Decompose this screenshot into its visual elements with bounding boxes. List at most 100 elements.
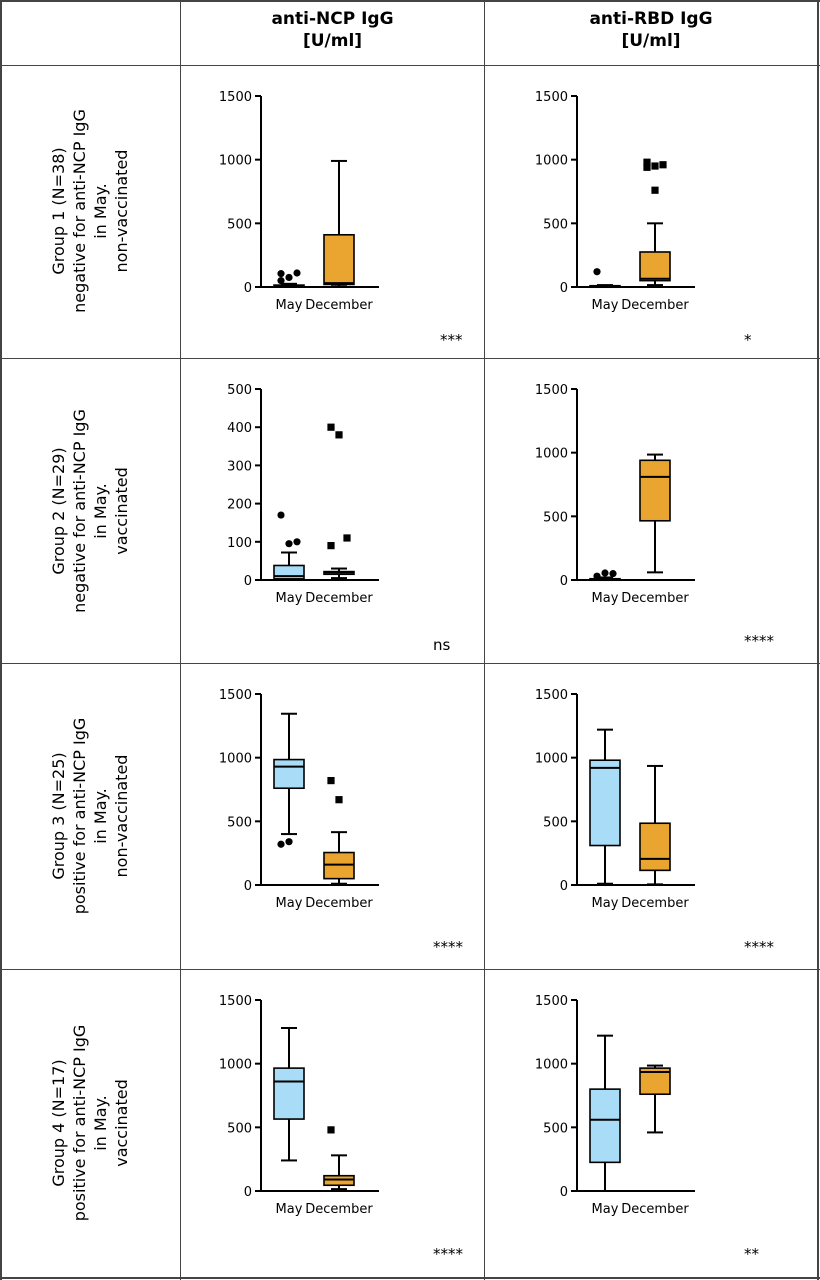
y-tick-label: 1000 <box>219 1058 252 1073</box>
outlier-point-december <box>327 423 335 431</box>
table-row-divider-3 <box>0 663 820 664</box>
row-label-group-4-name: Group 4 (N=17) <box>49 1059 68 1187</box>
y-tick-label: 0 <box>244 1185 252 1200</box>
row-label-group-1-status: negative for anti-NCP IgG <box>70 109 89 313</box>
x-tick-label-december: December <box>621 896 689 911</box>
y-tick-label: 0 <box>560 879 568 894</box>
y-tick-label: 1500 <box>219 90 252 105</box>
box-may <box>589 1088 621 1164</box>
outlier-point-december <box>643 163 651 171</box>
boxplot-group-4-rbd: 0 500 1000 1500 May December <box>535 994 695 1217</box>
y-tick-label: 500 <box>227 217 252 232</box>
outlier-point-december <box>343 534 351 542</box>
outlier-point-may <box>293 538 301 546</box>
y-tick-label: 500 <box>543 217 568 232</box>
y-tick-label: 300 <box>227 459 252 474</box>
y-tick-label: 0 <box>244 574 252 589</box>
y-tick-label: 0 <box>560 281 568 296</box>
row-label-group-3-vaccination: non-vaccinated <box>112 754 131 878</box>
row-label-group-2-when: in May. <box>91 483 110 539</box>
row-label-group-2-vaccination: vaccinated <box>112 467 131 555</box>
row-label-group-4-when: in May. <box>91 1095 110 1151</box>
y-tick-label: 1500 <box>219 688 252 703</box>
outlier-point-may <box>601 569 609 577</box>
outlier-point-may <box>593 572 601 580</box>
x-tick-label-may: May <box>276 591 303 606</box>
x-tick-label-may: May <box>276 896 303 911</box>
y-tick-label: 1000 <box>535 752 568 767</box>
x-tick-label-december: December <box>305 1202 373 1217</box>
x-tick-label-may: May <box>592 1202 619 1217</box>
outlier-point-may <box>293 269 301 277</box>
box-may <box>273 758 305 790</box>
boxplot-group-2-ncp: 0 100 200 300 400 500 May December <box>227 383 379 606</box>
outlier-point-december <box>327 1126 335 1134</box>
row-label-group-1-when: in May. <box>91 183 110 239</box>
row-label-group-4-vaccination: vaccinated <box>112 1079 131 1167</box>
box-december <box>323 233 355 286</box>
y-tick-label: 100 <box>227 536 252 551</box>
outlier-point-may <box>277 270 285 278</box>
outlier-point-may <box>277 511 285 519</box>
significance-group-4-rbd: ** <box>744 1245 759 1263</box>
y-tick-label: 500 <box>543 510 568 525</box>
y-tick-label: 500 <box>227 1121 252 1136</box>
y-tick-label: 1000 <box>219 154 252 169</box>
x-tick-label-may: May <box>592 298 619 313</box>
y-tick-label: 1500 <box>535 90 568 105</box>
outlier-point-december <box>327 542 335 550</box>
outlier-point-december <box>659 161 667 169</box>
row-label-group-2: Group 2 (N=29) negative for anti-NCP IgG… <box>30 359 150 663</box>
boxplot-group-3-rbd: 0 500 1000 1500 May December <box>535 688 695 911</box>
row-label-group-1: Group 1 (N=38) negative for anti-NCP IgG… <box>30 65 150 357</box>
outlier-point-december <box>643 158 651 166</box>
boxplot-group-1-ncp: 0 500 1000 1500 May December <box>219 90 379 313</box>
row-label-group-4-status: positive for anti-NCP IgG <box>70 1024 89 1222</box>
table-col-divider-2 <box>484 0 485 1280</box>
table-border-top <box>0 0 820 2</box>
significance-group-3-ncp: **** <box>433 938 463 956</box>
box-december <box>639 822 671 872</box>
outlier-point-may <box>285 540 293 548</box>
row-label-group-3-status: positive for anti-NCP IgG <box>70 717 89 915</box>
row-label-group-1-vaccination: non-vaccinated <box>112 149 131 273</box>
outlier-point-december <box>327 776 335 785</box>
significance-group-3-rbd: **** <box>744 938 774 956</box>
row-label-group-3-when: in May. <box>91 788 110 844</box>
x-tick-label-december: December <box>621 591 689 606</box>
significance-group-1-rbd: * <box>744 331 752 349</box>
outlier-point-december <box>335 431 343 439</box>
outlier-point-may <box>609 570 617 578</box>
outlier-point-may <box>277 840 285 848</box>
x-tick-label-december: December <box>305 591 373 606</box>
y-tick-label: 1500 <box>535 383 568 398</box>
table-row-divider-2 <box>0 358 820 359</box>
y-tick-label: 500 <box>543 815 568 830</box>
x-tick-label-may: May <box>592 591 619 606</box>
table-row-divider-4 <box>0 969 820 970</box>
outlier-point-may <box>277 277 285 285</box>
x-tick-label-december: December <box>621 1202 689 1217</box>
row-label-group-4: Group 4 (N=17) positive for anti-NCP IgG… <box>30 971 150 1275</box>
boxplot-group-3-ncp: 0 500 1000 1500 May December <box>219 688 379 911</box>
y-tick-label: 0 <box>244 281 252 296</box>
x-tick-label-may: May <box>276 1202 303 1217</box>
y-tick-label: 1000 <box>535 1058 568 1073</box>
y-tick-label: 1500 <box>535 688 568 703</box>
x-tick-label-may: May <box>592 896 619 911</box>
column-header-ncp-title: anti-NCP IgG <box>271 9 394 29</box>
box-may <box>589 759 621 847</box>
row-label-group-1-name: Group 1 (N=38) <box>49 147 68 275</box>
outlier-point-may <box>285 273 293 282</box>
row-label-group-2-status: negative for anti-NCP IgG <box>70 409 89 613</box>
boxplot-group-4-ncp: 0 500 1000 1500 May December <box>219 994 379 1217</box>
table-col-divider-1 <box>180 0 181 1280</box>
boxplot-group-1-rbd: 0 500 1000 1500 May December <box>535 90 695 313</box>
significance-group-2-ncp: ns <box>433 636 451 654</box>
column-header-rbd: anti-RBD IgG [U/ml] <box>485 8 817 52</box>
y-tick-label: 200 <box>227 498 252 513</box>
y-tick-label: 1000 <box>535 447 568 462</box>
y-tick-label: 0 <box>560 574 568 589</box>
x-tick-label-december: December <box>305 298 373 313</box>
